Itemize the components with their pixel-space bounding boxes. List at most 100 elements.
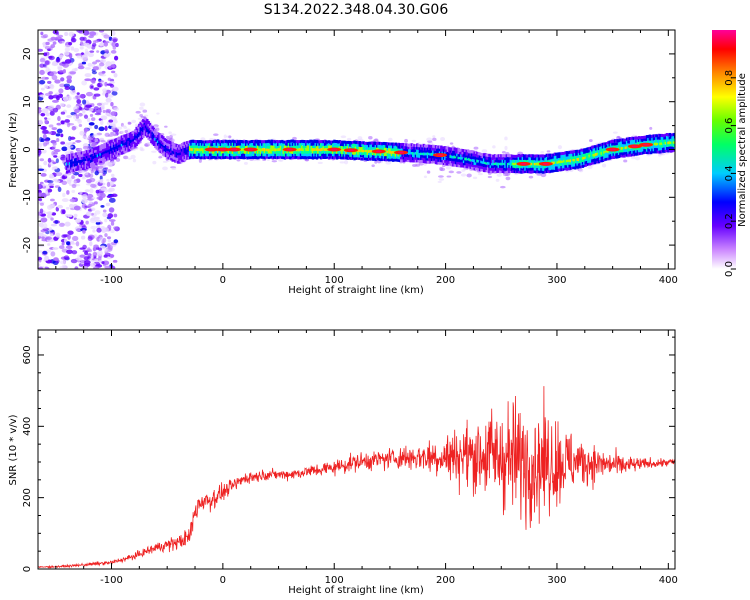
heatmap-cell bbox=[95, 159, 98, 163]
heatmap-cell bbox=[134, 139, 137, 143]
heatmap-cell bbox=[136, 127, 140, 131]
heatmap-cell bbox=[100, 159, 104, 163]
heatmap-cell bbox=[318, 155, 321, 159]
heatmap-cell bbox=[274, 145, 277, 149]
heatmap-cell bbox=[344, 160, 349, 165]
heatmap-cell bbox=[365, 146, 368, 150]
heatmap-cell bbox=[502, 154, 506, 158]
heatmap-cell bbox=[504, 145, 508, 151]
heatmap-cell bbox=[52, 94, 60, 99]
heatmap-cell bbox=[163, 148, 166, 152]
heatmap-cell bbox=[561, 159, 565, 163]
heatmap-cell bbox=[170, 147, 173, 151]
heatmap-cell bbox=[112, 149, 116, 153]
heatmap-cell bbox=[517, 159, 521, 163]
heatmap-cell bbox=[362, 154, 366, 158]
heatmap-cell bbox=[123, 150, 126, 154]
heatmap-cell bbox=[414, 146, 418, 150]
heatmap-cell bbox=[551, 156, 554, 160]
heatmap-cell bbox=[52, 99, 59, 103]
heatmap-cell bbox=[222, 145, 225, 149]
heatmap-cell bbox=[42, 134, 47, 139]
heatmap-cell bbox=[132, 140, 136, 144]
heatmap-cell bbox=[509, 156, 513, 160]
heatmap-cell bbox=[67, 154, 70, 158]
heatmap-cell bbox=[269, 145, 272, 149]
heatmap-cell bbox=[100, 154, 104, 158]
heatmap-cell bbox=[497, 156, 500, 160]
heatmap-cell bbox=[224, 152, 228, 156]
heatmap-cell bbox=[226, 140, 229, 144]
heatmap-cell bbox=[553, 152, 557, 156]
heatmap-cell bbox=[131, 141, 134, 145]
heatmap-cell bbox=[386, 157, 390, 161]
heatmap-cell bbox=[90, 207, 96, 211]
heatmap-cell bbox=[87, 158, 90, 162]
heatmap-cell bbox=[162, 152, 165, 156]
heatmap-cell bbox=[38, 222, 44, 228]
heatmap-cell bbox=[508, 162, 511, 166]
heatmap-cell bbox=[112, 133, 117, 137]
heatmap-cell bbox=[429, 145, 432, 149]
heatmap-cell bbox=[184, 149, 188, 153]
heatmap-cell bbox=[493, 164, 496, 168]
heatmap-cell bbox=[456, 158, 459, 162]
heatmap-cell bbox=[456, 161, 459, 165]
heatmap-cell bbox=[47, 204, 53, 210]
heatmap-cell bbox=[510, 159, 514, 163]
heatmap-cell bbox=[513, 170, 517, 174]
heatmap-cell bbox=[418, 154, 422, 158]
heatmap-cell bbox=[432, 149, 435, 153]
heatmap-cell bbox=[546, 150, 551, 153]
heatmap-cell bbox=[330, 140, 333, 144]
heatmap-cell bbox=[255, 152, 259, 156]
heatmap-cell bbox=[318, 142, 321, 146]
heatmap-cell bbox=[130, 136, 133, 140]
heatmap-cell bbox=[513, 154, 517, 158]
heatmap-cell bbox=[429, 157, 432, 161]
heatmap-cell bbox=[103, 156, 106, 160]
heatmap-cell bbox=[384, 144, 387, 148]
heatmap-cell bbox=[389, 145, 392, 149]
heatmap-cell bbox=[278, 153, 281, 157]
heatmap-cell bbox=[297, 140, 300, 144]
heatmap-cell bbox=[61, 146, 68, 152]
heatmap-cell bbox=[429, 155, 432, 159]
heatmap-cell bbox=[58, 54, 64, 59]
heatmap-cell bbox=[363, 157, 367, 161]
heatmap-cell bbox=[305, 153, 308, 157]
heatmap-cell bbox=[283, 156, 287, 160]
heatmap-cell bbox=[347, 143, 351, 147]
heatmap-cell bbox=[144, 130, 148, 134]
heatmap-cell bbox=[498, 170, 502, 174]
heatmap-cell bbox=[474, 164, 478, 168]
heatmap-cell bbox=[478, 168, 482, 172]
heatmap-cell bbox=[521, 167, 525, 171]
heatmap-cell bbox=[263, 144, 267, 148]
heatmap-cell bbox=[79, 191, 83, 195]
heatmap-cell bbox=[345, 145, 348, 149]
heatmap-cell bbox=[310, 145, 313, 149]
heatmap-cell bbox=[326, 155, 329, 159]
heatmap-cell bbox=[572, 158, 575, 162]
heatmap-cell bbox=[104, 145, 108, 149]
heatmap-cell bbox=[51, 212, 57, 216]
heatmap-cell bbox=[239, 142, 243, 146]
heatmap-cell bbox=[242, 142, 245, 146]
heatmap-cell bbox=[77, 154, 81, 158]
heatmap-cell bbox=[541, 159, 545, 163]
heatmap-cell bbox=[132, 133, 136, 137]
heatmap-cell bbox=[432, 160, 435, 164]
heatmap-cell bbox=[371, 157, 375, 161]
heatmap-cell bbox=[253, 150, 256, 154]
heatmap-cell bbox=[292, 136, 297, 141]
heatmap-cell bbox=[155, 127, 160, 131]
heatmap-cell bbox=[72, 114, 77, 120]
heatmap-cell bbox=[253, 140, 256, 144]
heatmap-cell bbox=[476, 159, 479, 163]
heatmap-cell bbox=[166, 145, 169, 149]
heatmap-cell bbox=[412, 143, 415, 147]
heatmap-cell bbox=[241, 142, 244, 146]
heatmap-cell bbox=[289, 140, 292, 144]
heatmap-cell bbox=[482, 163, 486, 167]
